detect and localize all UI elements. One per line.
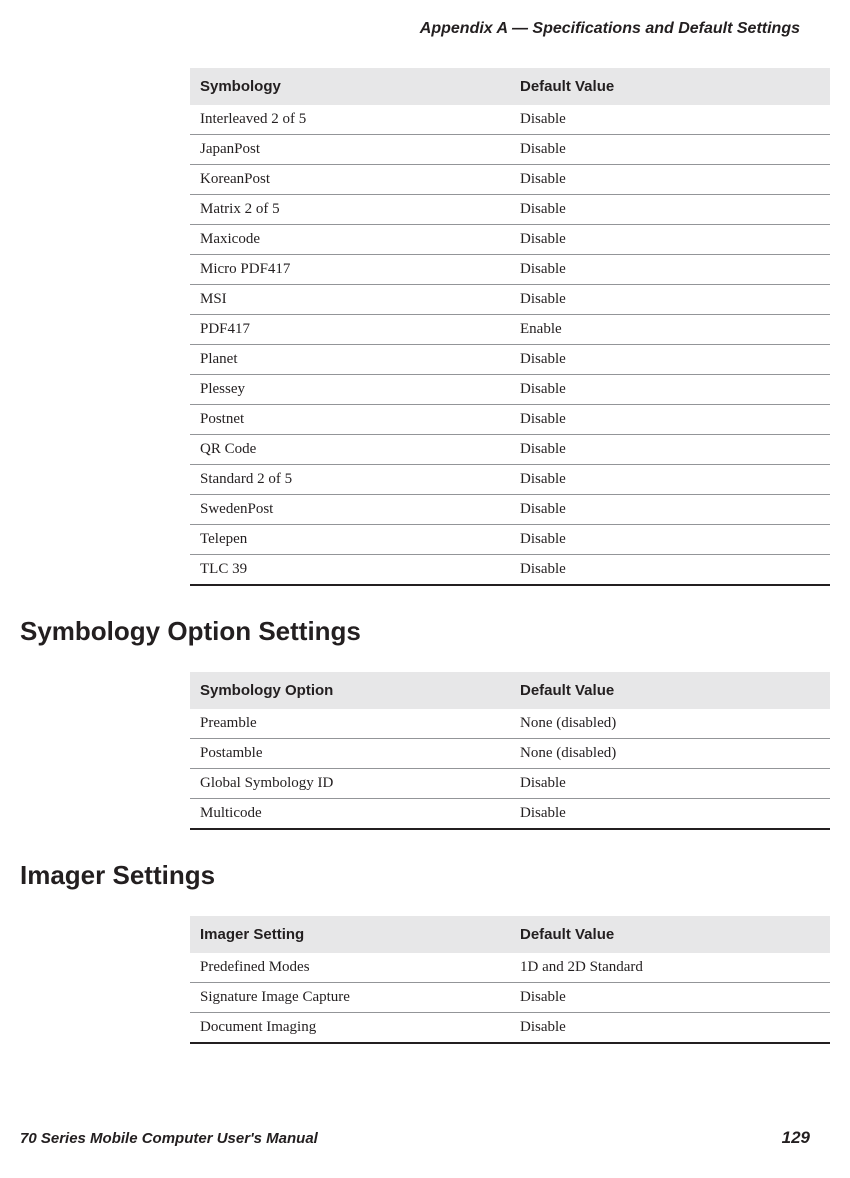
table-cell: None (disabled)	[510, 709, 830, 739]
table-cell: QR Code	[190, 435, 510, 465]
section-heading-imager: Imager Settings	[20, 860, 810, 891]
symbology-table-body: Interleaved 2 of 5DisableJapanPostDisabl…	[190, 105, 830, 585]
table-cell: Preamble	[190, 709, 510, 739]
table-cell: Disable	[510, 799, 830, 830]
table-row: PlanetDisable	[190, 345, 830, 375]
table-row: SwedenPostDisable	[190, 495, 830, 525]
table-row: PostambleNone (disabled)	[190, 739, 830, 769]
column-header: Default Value	[510, 68, 830, 105]
section-heading-symbology-option: Symbology Option Settings	[20, 616, 810, 647]
table-row: PostnetDisable	[190, 405, 830, 435]
column-header: Symbology Option	[190, 672, 510, 709]
table-cell: Disable	[510, 135, 830, 165]
imager-table: Imager Setting Default Value Predefined …	[190, 916, 830, 1044]
column-header: Imager Setting	[190, 916, 510, 953]
table-cell: Disable	[510, 525, 830, 555]
table-cell: SwedenPost	[190, 495, 510, 525]
manual-title: 70 Series Mobile Computer User's Manual	[20, 1130, 318, 1147]
table-cell: Matrix 2 of 5	[190, 195, 510, 225]
page-number: 129	[782, 1128, 810, 1148]
table-row: Standard 2 of 5Disable	[190, 465, 830, 495]
table-cell: Disable	[510, 225, 830, 255]
table-cell: Disable	[510, 255, 830, 285]
table-cell: Micro PDF417	[190, 255, 510, 285]
table-cell: Disable	[510, 345, 830, 375]
table-cell: KoreanPost	[190, 165, 510, 195]
table-cell: PDF417	[190, 315, 510, 345]
table-cell: Multicode	[190, 799, 510, 830]
table-row: PlesseyDisable	[190, 375, 830, 405]
table-cell: Postamble	[190, 739, 510, 769]
table-cell: None (disabled)	[510, 739, 830, 769]
column-header: Default Value	[510, 672, 830, 709]
table-header-row: Imager Setting Default Value	[190, 916, 830, 953]
table-cell: Disable	[510, 769, 830, 799]
table-cell: Disable	[510, 405, 830, 435]
table-cell: TLC 39	[190, 555, 510, 586]
table-row: TelepenDisable	[190, 525, 830, 555]
page-header: Appendix A — Specifications and Default …	[20, 20, 810, 38]
table-row: MulticodeDisable	[190, 799, 830, 830]
table-cell: Document Imaging	[190, 1013, 510, 1044]
table-cell: Disable	[510, 195, 830, 225]
symbology-option-table-body: PreambleNone (disabled)PostambleNone (di…	[190, 709, 830, 829]
table-row: PreambleNone (disabled)	[190, 709, 830, 739]
appendix-title: Appendix A — Specifications and Default …	[420, 20, 800, 37]
table-cell: Disable	[510, 1013, 830, 1044]
table-row: Interleaved 2 of 5Disable	[190, 105, 830, 135]
table-header-row: Symbology Default Value	[190, 68, 830, 105]
symbology-table: Symbology Default Value Interleaved 2 of…	[190, 68, 830, 586]
table-cell: Postnet	[190, 405, 510, 435]
column-header: Default Value	[510, 916, 830, 953]
table-cell: Standard 2 of 5	[190, 465, 510, 495]
table-cell: MSI	[190, 285, 510, 315]
table-cell: Disable	[510, 555, 830, 586]
table-cell: Interleaved 2 of 5	[190, 105, 510, 135]
content-area: Symbology Default Value Interleaved 2 of…	[20, 68, 810, 1044]
column-header: Symbology	[190, 68, 510, 105]
table-cell: Enable	[510, 315, 830, 345]
table-cell: 1D and 2D Standard	[510, 953, 830, 983]
table-row: PDF417Enable	[190, 315, 830, 345]
table-cell: Disable	[510, 165, 830, 195]
table-row: TLC 39Disable	[190, 555, 830, 586]
table-row: QR CodeDisable	[190, 435, 830, 465]
table-cell: Maxicode	[190, 225, 510, 255]
table-header-row: Symbology Option Default Value	[190, 672, 830, 709]
table-row: Document ImagingDisable	[190, 1013, 830, 1044]
table-cell: Planet	[190, 345, 510, 375]
table-cell: Plessey	[190, 375, 510, 405]
table-row: Micro PDF417Disable	[190, 255, 830, 285]
table-row: KoreanPostDisable	[190, 165, 830, 195]
table-cell: Global Symbology ID	[190, 769, 510, 799]
table-cell: Disable	[510, 465, 830, 495]
table-cell: Disable	[510, 495, 830, 525]
table-row: MSIDisable	[190, 285, 830, 315]
table-cell: Disable	[510, 285, 830, 315]
table-cell: Signature Image Capture	[190, 983, 510, 1013]
table-cell: Disable	[510, 435, 830, 465]
table-cell: Predefined Modes	[190, 953, 510, 983]
symbology-option-table: Symbology Option Default Value PreambleN…	[190, 672, 830, 830]
table-cell: Telepen	[190, 525, 510, 555]
table-row: MaxicodeDisable	[190, 225, 830, 255]
table-row: Matrix 2 of 5Disable	[190, 195, 830, 225]
table-row: Predefined Modes1D and 2D Standard	[190, 953, 830, 983]
table-cell: JapanPost	[190, 135, 510, 165]
table-cell: Disable	[510, 983, 830, 1013]
table-cell: Disable	[510, 375, 830, 405]
table-cell: Disable	[510, 105, 830, 135]
imager-table-body: Predefined Modes1D and 2D StandardSignat…	[190, 953, 830, 1043]
page-footer: 70 Series Mobile Computer User's Manual …	[20, 1128, 810, 1148]
table-row: Signature Image CaptureDisable	[190, 983, 830, 1013]
table-row: Global Symbology IDDisable	[190, 769, 830, 799]
table-row: JapanPostDisable	[190, 135, 830, 165]
